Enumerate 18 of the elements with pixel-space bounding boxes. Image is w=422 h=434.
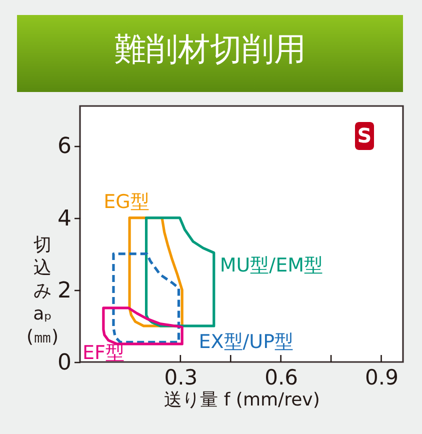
x-tick-label: 0.9 [365, 366, 398, 390]
annotation: S [357, 124, 372, 148]
x-tick-label: 0.6 [264, 366, 298, 390]
series-label: EX型/UP型 [198, 331, 294, 354]
x-tick-label: 0.3 [164, 366, 198, 390]
y-tick-label: 0 [58, 350, 72, 376]
y-tick-label: 6 [58, 134, 72, 160]
series-label: MU型/EM型 [220, 254, 323, 277]
x-axis-title: 送り量 f (mm/rev) [164, 390, 320, 410]
series-label: EF型 [82, 342, 124, 364]
series-label: EG型 [104, 190, 150, 213]
line-series [102, 306, 184, 346]
y-tick-label: 2 [58, 278, 72, 304]
y-axis-title: 切込み aₚ (㎜) [26, 234, 59, 348]
line-series [144, 216, 216, 328]
y-tick-label: 4 [58, 206, 72, 232]
chart-title: 難削材切削用 [114, 30, 306, 68]
line-series [112, 252, 180, 344]
